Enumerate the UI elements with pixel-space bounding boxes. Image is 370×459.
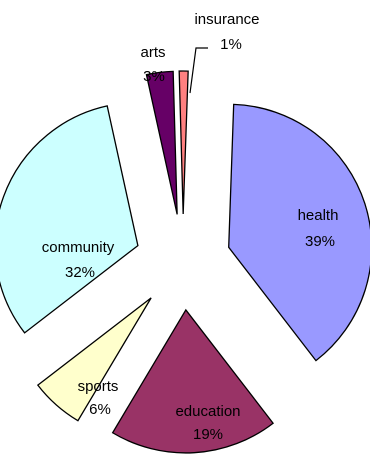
label-education-name: education — [175, 403, 240, 420]
pie-slice-insurance — [178, 70, 189, 215]
label-insurance-pct: 1% — [220, 36, 242, 53]
pie-slice-arts — [145, 70, 178, 215]
pie-slice-community — [0, 105, 139, 334]
pie-slices — [0, 70, 370, 454]
insurance-leader-line — [189, 47, 208, 94]
label-education-pct: 19% — [193, 426, 223, 443]
label-insurance-name: insurance — [194, 11, 259, 28]
label-health-pct: 39% — [305, 233, 335, 250]
label-arts-pct: 3% — [143, 68, 165, 85]
label-sports-name: sports — [78, 378, 119, 395]
label-sports-pct: 6% — [89, 401, 111, 418]
label-arts-name: arts — [140, 44, 165, 61]
label-community-name: community — [42, 239, 115, 256]
pie-slice-education — [111, 308, 275, 454]
pie-slice-sports — [36, 297, 152, 422]
label-health-name: health — [298, 207, 339, 224]
label-community-pct: 32% — [65, 264, 95, 281]
pie-slice-health — [228, 103, 370, 362]
